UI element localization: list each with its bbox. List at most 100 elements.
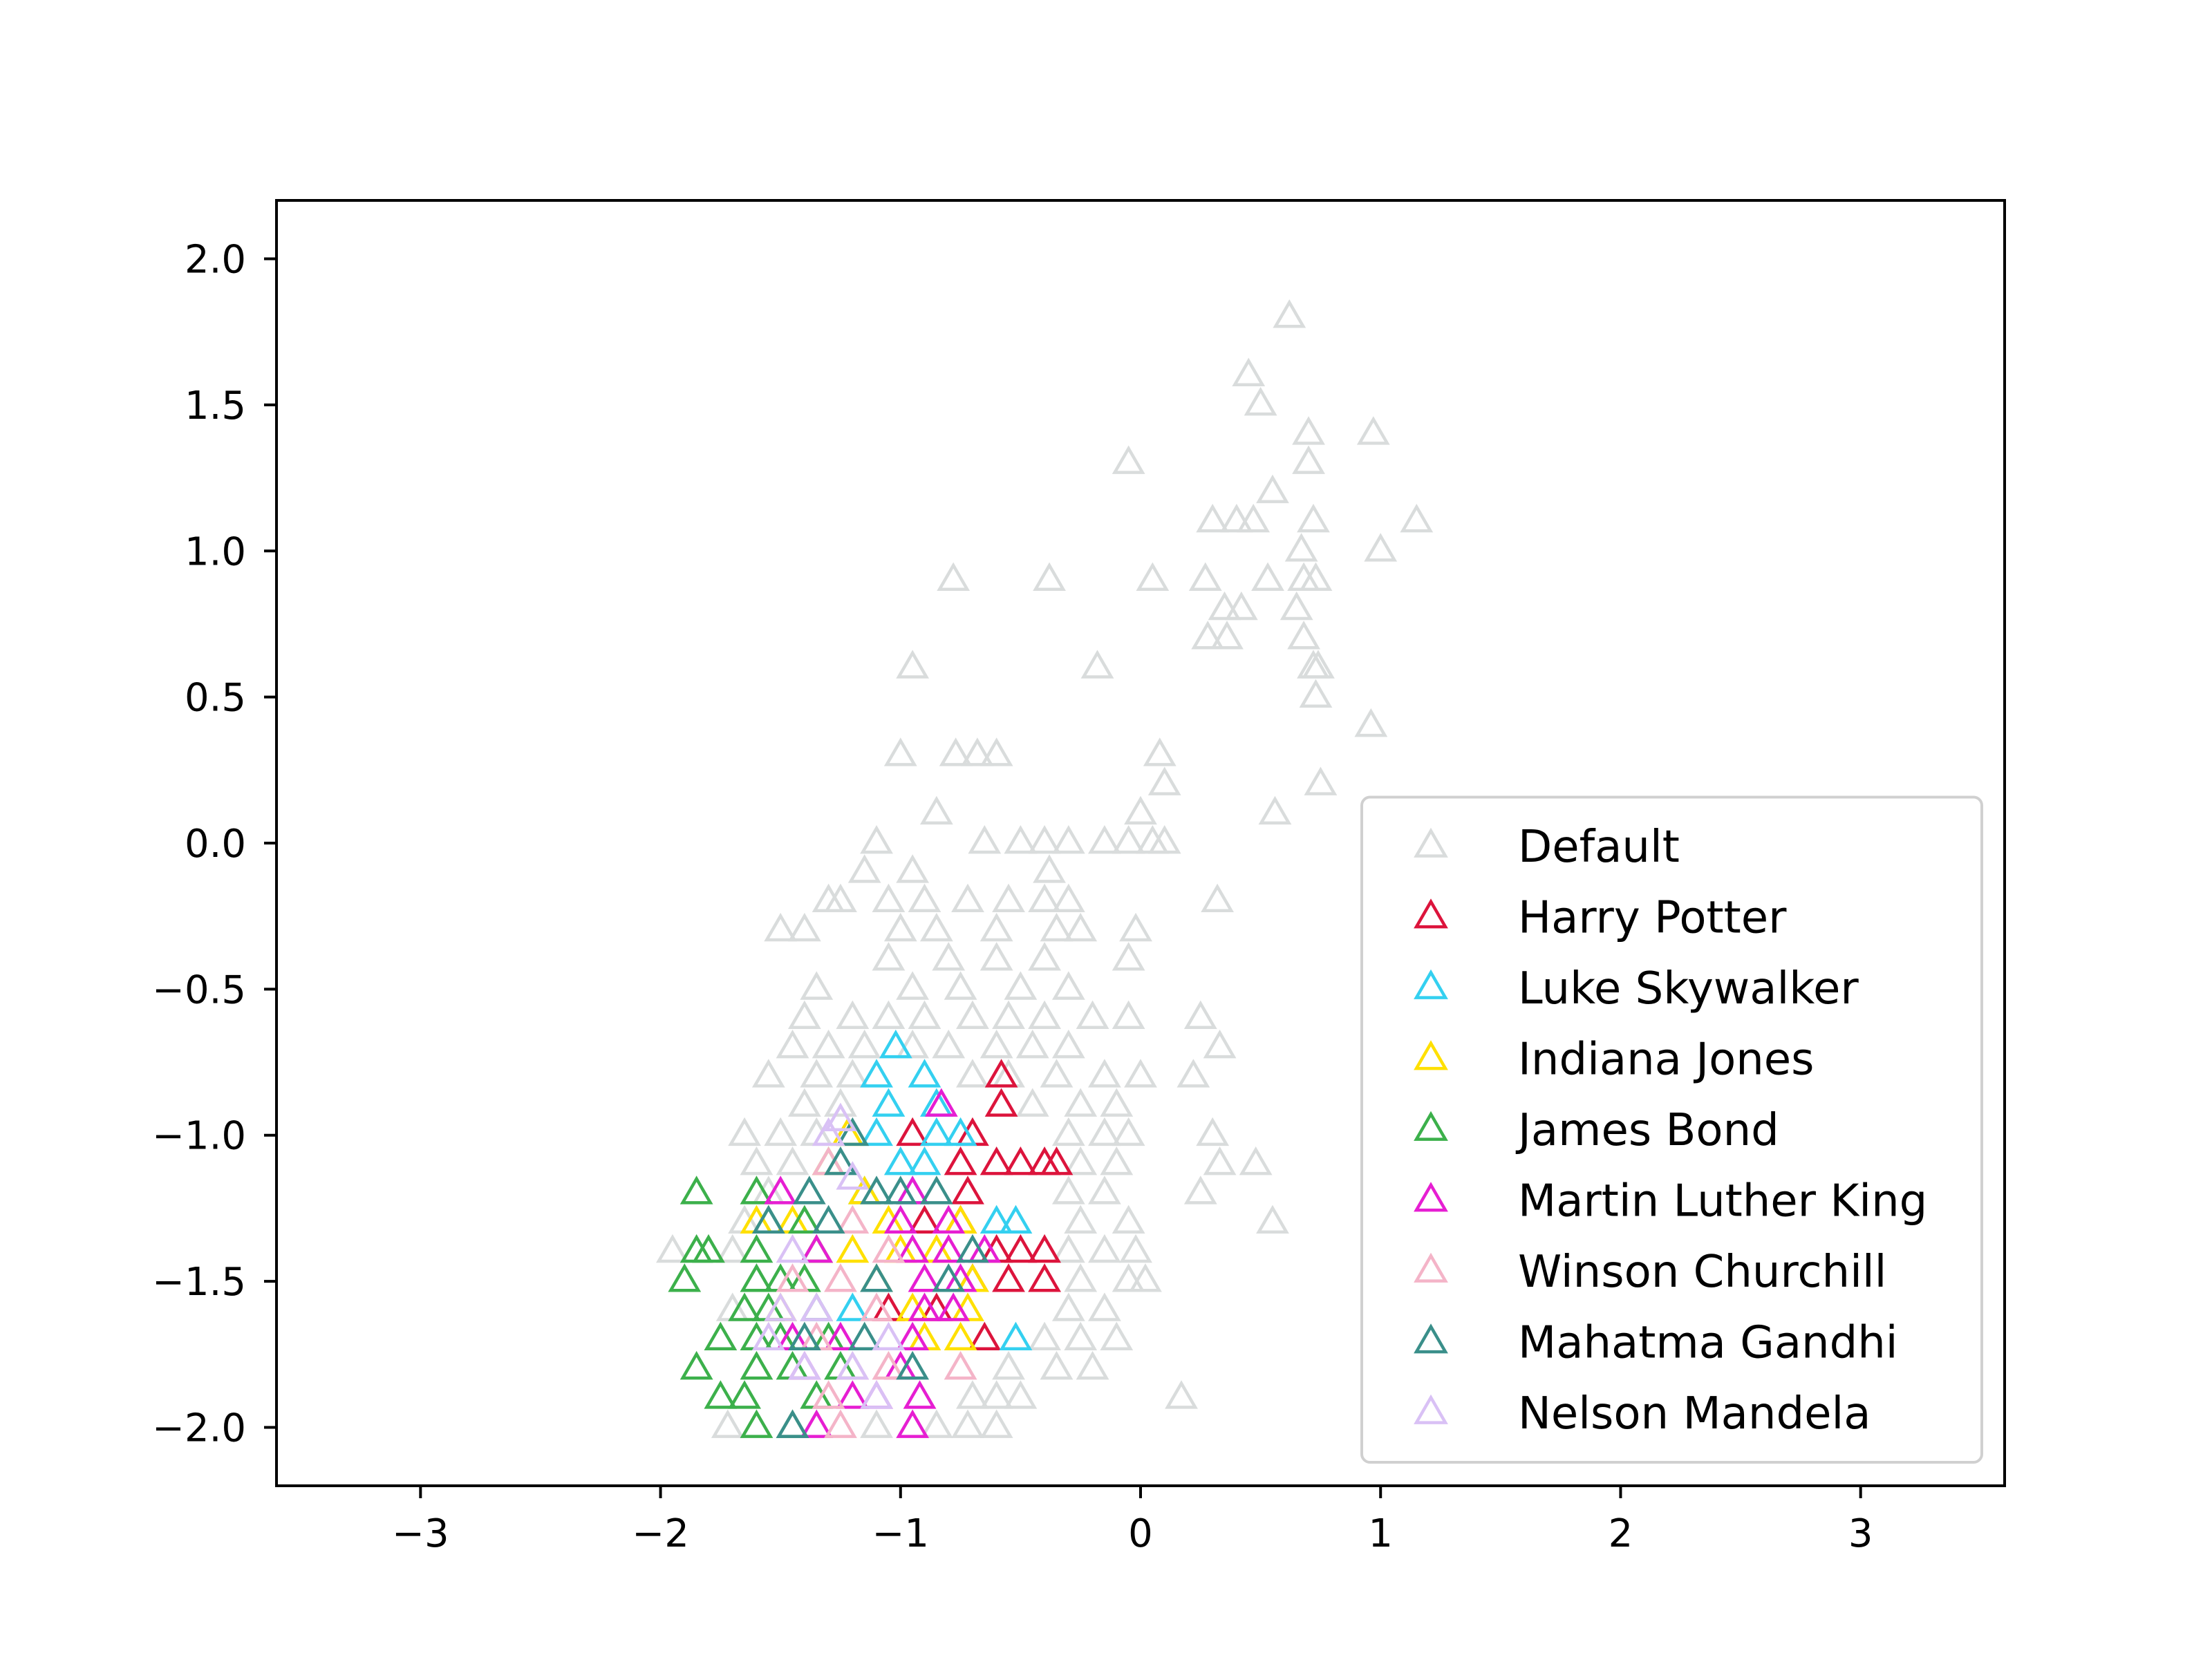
point-default-91 [1112,1000,1145,1030]
legend-marker [1414,1040,1448,1070]
point-mahatma-gandhi-1 [824,1146,857,1175]
point-winson-churchill-4 [824,1263,857,1292]
point-default-102 [751,1059,785,1088]
point-martin-luther-king-21 [800,1409,834,1438]
legend-item-luke-skywalker: Luke Skywalker [1414,963,1859,1014]
point-nelson-mandela-4 [764,1292,798,1321]
point-james-bond-14 [704,1321,738,1351]
legend-label: Luke Skywalker [1518,963,1859,1014]
x-tick-label: 0 [1128,1511,1153,1556]
point-default-44 [860,825,893,854]
point-default-67 [883,912,917,942]
point-mahatma-gandhi-3 [883,1175,917,1205]
legend-box [1360,795,1983,1464]
point-james-bond-25 [740,1409,774,1438]
point-default-128 [1239,1146,1273,1175]
point-default-112 [824,1088,857,1117]
point-default-59 [908,883,941,912]
point-default-40 [1304,766,1338,795]
point-default-138 [715,1234,749,1263]
legend-item-mahatma-gandhi: Mahatma Gandhi [1414,1317,1898,1368]
point-default-108 [1088,1059,1121,1088]
point-default-61 [992,883,1025,912]
point-luke-skywalker-5 [860,1117,893,1146]
point-default-53 [847,854,881,883]
point-winson-churchill-3 [776,1263,809,1292]
point-mahatma-gandhi-12 [787,1321,821,1351]
y-tick-label: −2.0 [152,1406,246,1451]
point-harry-potter-9 [951,1175,984,1205]
point-default-104 [836,1059,870,1088]
point-default-4 [1356,416,1390,445]
point-default-95 [847,1029,881,1059]
point-default-80 [944,971,977,1000]
point-harry-potter-6 [1004,1146,1038,1175]
point-harry-potter-4 [944,1146,977,1175]
legend-marker [1414,1394,1448,1424]
point-default-151 [1100,1321,1134,1351]
point-mahatma-gandhi-14 [896,1350,930,1380]
point-default-126 [1100,1146,1134,1175]
point-luke-skywalker-1 [860,1059,893,1088]
point-default-68 [919,912,953,942]
point-luke-skywalker-13 [980,1205,1013,1234]
point-default-70 [1040,912,1074,942]
point-default-37 [980,737,1013,766]
point-default-111 [787,1088,821,1117]
point-default-75 [980,942,1013,971]
point-martin-luther-king-9 [908,1263,941,1292]
y-tick-label: −1.0 [152,1114,246,1159]
point-martin-luther-king-5 [800,1234,834,1263]
x-tick-label: 1 [1368,1511,1393,1556]
point-default-77 [1112,942,1145,971]
point-default-82 [1051,971,1085,1000]
point-default-2 [1244,386,1277,416]
legend-label: Nelson Mandela [1518,1388,1871,1439]
y-tick-label: 1.0 [185,529,246,574]
point-default-35 [939,737,973,766]
point-harry-potter-20 [968,1321,1002,1351]
point-luke-skywalker-3 [872,1088,906,1117]
y-axis: 2.0 1.5 1.0 0.5 0.0 −0.5 −1.0 −1.5 −2.0 [152,238,276,1451]
legend-marker [1414,827,1448,858]
point-default-150 [1064,1321,1098,1351]
x-tick-label: 3 [1848,1511,1873,1556]
point-nelson-mandela-3 [776,1234,809,1263]
point-default-156 [956,1380,989,1409]
legend-item-indiana-jones: Indiana Jones [1414,1034,1815,1085]
point-default-32 [1299,679,1333,708]
point-martin-luther-king-14 [824,1321,857,1351]
point-default-86 [908,1000,941,1030]
point-default-125 [1064,1146,1098,1175]
point-default-3 [1292,416,1325,445]
point-default-29 [1080,650,1114,679]
point-default-78 [800,971,834,1000]
point-nelson-mandela-1 [812,1117,845,1146]
point-james-bond-19 [740,1350,774,1380]
point-martin-luther-king-20 [903,1380,937,1409]
legend-label: Winson Churchill [1518,1247,1886,1298]
point-winson-churchill-11 [824,1409,857,1438]
point-mahatma-gandhi-7 [812,1205,845,1234]
legend-marker [1414,1323,1448,1354]
x-tick-label: −1 [872,1511,929,1556]
x-tick-label: −3 [392,1511,449,1556]
y-tick-label: 0.5 [185,676,246,721]
point-default-18 [1188,562,1222,591]
point-luke-skywalker-15 [836,1292,870,1321]
point-james-bond-9 [740,1263,774,1292]
point-default-74 [932,942,966,971]
point-harry-potter-10 [908,1205,941,1234]
point-luke-skywalker-2 [908,1059,941,1088]
point-james-bond-1 [740,1175,774,1205]
point-default-63 [1051,883,1085,912]
point-default-65 [764,912,798,942]
legend: Default Harry Potter Luke Skywalker Indiana… [1360,795,1983,1464]
point-default-57 [824,883,857,912]
point-james-bond-22 [704,1380,738,1409]
point-default-47 [1028,825,1062,854]
point-default-88 [992,1000,1025,1030]
point-luke-skywalker-0 [879,1029,912,1059]
point-harry-potter-0 [984,1059,1018,1088]
point-default-15 [937,562,971,591]
